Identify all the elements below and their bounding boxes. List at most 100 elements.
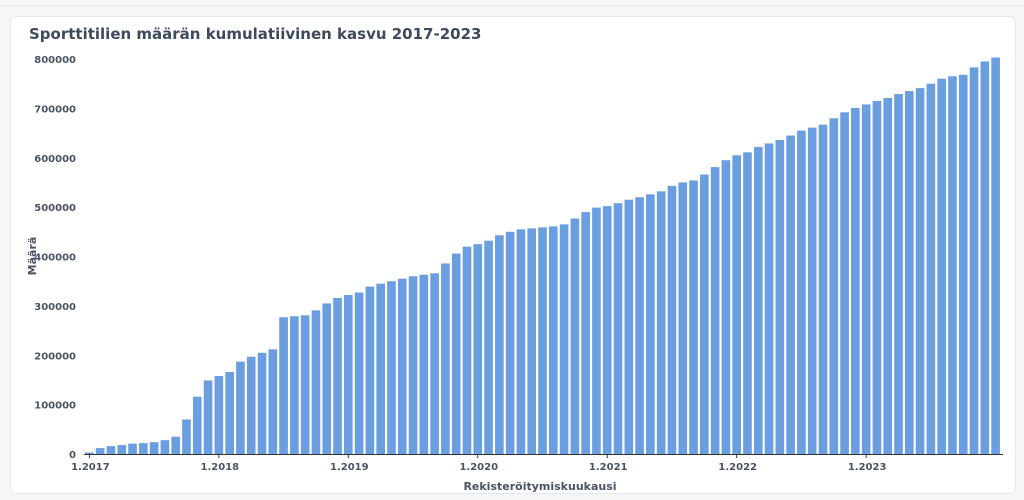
bar[interactable]: [462, 246, 472, 455]
bar[interactable]: [376, 283, 385, 454]
bar[interactable]: [646, 194, 655, 455]
bar[interactable]: [753, 146, 763, 454]
bar[interactable]: [203, 380, 213, 454]
x-tick-label: 1.2021: [589, 462, 628, 473]
x-tick-label: 1.2017: [71, 462, 110, 473]
y-tick-label: 500000: [34, 203, 76, 214]
bar[interactable]: [635, 197, 644, 454]
bar[interactable]: [171, 436, 181, 454]
bar[interactable]: [527, 228, 537, 454]
bar[interactable]: [851, 107, 860, 454]
bar[interactable]: [160, 440, 170, 454]
bar[interactable]: [559, 224, 569, 454]
bar[interactable]: [948, 76, 957, 454]
bar[interactable]: [505, 231, 515, 454]
x-tick-label: 1.2020: [459, 462, 498, 473]
bar[interactable]: [840, 112, 849, 454]
bar[interactable]: [710, 167, 720, 454]
bar[interactable]: [872, 100, 882, 454]
bar[interactable]: [236, 361, 245, 454]
bar[interactable]: [365, 286, 375, 454]
bar[interactable]: [829, 118, 839, 454]
bar[interactable]: [516, 229, 526, 454]
bar[interactable]: [969, 67, 979, 454]
bar[interactable]: [915, 88, 925, 454]
y-tick-label: 200000: [34, 351, 76, 362]
bar[interactable]: [775, 139, 785, 454]
bar[interactable]: [548, 226, 558, 454]
x-tick-label: 1.2022: [718, 462, 757, 473]
bar[interactable]: [311, 310, 321, 454]
bar[interactable]: [624, 199, 634, 454]
bar[interactable]: [279, 317, 288, 454]
bar[interactable]: [926, 83, 936, 454]
bar[interactable]: [592, 207, 601, 454]
bar[interactable]: [192, 396, 202, 454]
x-tick-label: 1.2019: [330, 462, 369, 473]
bar[interactable]: [268, 349, 278, 454]
bar[interactable]: [149, 442, 159, 454]
bar[interactable]: [344, 295, 353, 454]
bar[interactable]: [408, 276, 418, 454]
bar[interactable]: [538, 227, 547, 454]
bar[interactable]: [743, 152, 752, 454]
bar[interactable]: [732, 155, 741, 454]
bar[interactable]: [397, 278, 407, 454]
bar[interactable]: [128, 443, 137, 454]
bar[interactable]: [570, 218, 580, 454]
bar[interactable]: [958, 74, 968, 455]
bar[interactable]: [257, 352, 267, 454]
bar[interactable]: [721, 160, 731, 454]
bar[interactable]: [786, 135, 795, 454]
bar[interactable]: [117, 445, 127, 454]
bar[interactable]: [139, 443, 148, 454]
bar[interactable]: [106, 446, 116, 454]
bar[interactable]: [991, 57, 1000, 455]
bar[interactable]: [182, 419, 191, 454]
bar[interactable]: [613, 203, 623, 454]
bar[interactable]: [980, 61, 990, 454]
bar[interactable]: [441, 263, 450, 454]
bar[interactable]: [797, 130, 806, 454]
bar[interactable]: [387, 281, 396, 454]
bar[interactable]: [937, 78, 946, 454]
bar[interactable]: [678, 182, 688, 454]
x-tick-label: 1.2023: [848, 462, 887, 473]
bar[interactable]: [225, 372, 234, 454]
top-divider: [0, 0, 1024, 6]
bar[interactable]: [894, 94, 903, 454]
bar[interactable]: [473, 244, 483, 454]
bar[interactable]: [300, 315, 310, 454]
bar[interactable]: [689, 180, 698, 454]
bar[interactable]: [495, 235, 504, 454]
bar[interactable]: [581, 212, 590, 454]
bar[interactable]: [419, 274, 429, 454]
bar[interactable]: [246, 356, 256, 454]
bar[interactable]: [430, 273, 439, 454]
y-tick-label: 700000: [34, 104, 76, 115]
bar[interactable]: [333, 297, 342, 454]
bar[interactable]: [667, 185, 677, 454]
bar[interactable]: [656, 191, 666, 454]
bar[interactable]: [290, 316, 299, 454]
y-tick-label: 100000: [34, 401, 76, 412]
bar[interactable]: [95, 448, 105, 454]
bar[interactable]: [883, 98, 893, 454]
bar[interactable]: [484, 240, 493, 454]
bar[interactable]: [322, 303, 332, 454]
bar[interactable]: [807, 127, 817, 454]
bar[interactable]: [354, 292, 364, 454]
bar[interactable]: [451, 253, 461, 454]
bar[interactable]: [818, 124, 828, 455]
bar[interactable]: [214, 375, 224, 454]
bar[interactable]: [904, 91, 914, 454]
bar[interactable]: [861, 104, 871, 455]
bar[interactable]: [700, 174, 709, 455]
chart-title: Sporttitilien määrän kumulatiivinen kasv…: [29, 25, 482, 43]
bar[interactable]: [764, 143, 774, 454]
bar[interactable]: [85, 452, 94, 454]
y-tick-label: 300000: [34, 302, 76, 313]
x-tick-label: 1.2018: [201, 462, 240, 473]
bar[interactable]: [602, 206, 612, 454]
